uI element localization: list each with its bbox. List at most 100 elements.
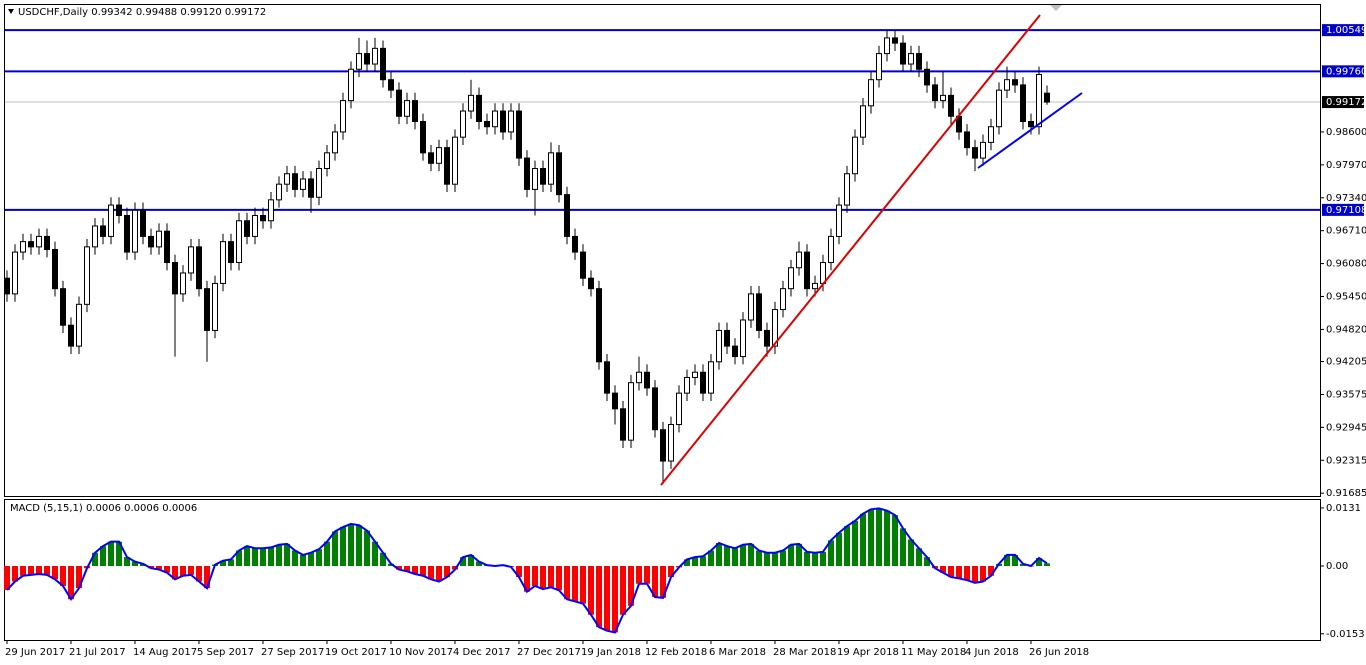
macd-bar	[1004, 554, 1010, 567]
macd-bar	[428, 566, 434, 580]
candle-body	[724, 329, 730, 347]
macd-bar	[844, 526, 850, 567]
candle-body	[732, 345, 738, 358]
candle-body	[484, 120, 490, 128]
y-tick-label: 0.00	[1326, 561, 1348, 572]
macd-bar	[468, 554, 474, 567]
macd-bar	[28, 566, 34, 575]
macd-bar	[836, 532, 842, 567]
macd-bar	[772, 552, 778, 567]
x-tick-label: 19 Jan 2018	[581, 647, 641, 658]
candle-body	[628, 382, 634, 441]
candle-body	[164, 230, 170, 264]
candle-body	[116, 204, 122, 217]
macd-bar	[156, 566, 162, 570]
macd-bar	[948, 566, 954, 578]
candle-body	[476, 94, 482, 122]
macd-bar	[900, 528, 906, 567]
candle-body	[44, 235, 50, 250]
candle-body	[236, 220, 242, 264]
macd-bar	[908, 539, 914, 567]
candle-body	[148, 235, 154, 248]
macd-bar	[940, 566, 946, 573]
candle-body	[932, 84, 938, 102]
macd-line	[6, 507, 1048, 634]
candle-body	[540, 168, 546, 185]
candle-body	[588, 277, 594, 290]
candle-body	[388, 79, 394, 91]
macd-bar	[516, 566, 522, 578]
x-tick-label: 26 Jun 2018	[1029, 647, 1089, 658]
x-tick-label: 5 Sep 2017	[197, 647, 254, 658]
macd-bar	[820, 551, 826, 567]
candle-body	[772, 309, 778, 347]
candle-body	[316, 168, 322, 198]
candle-body	[372, 47, 378, 65]
candle-body	[140, 209, 146, 237]
candle-body	[524, 157, 530, 190]
candle-body	[940, 94, 946, 102]
macd-bar	[628, 566, 634, 606]
candle-body	[876, 53, 882, 81]
macd-bar	[532, 566, 538, 586]
macd-bar	[36, 566, 42, 574]
macd-bar	[100, 546, 106, 567]
candle-body	[692, 371, 698, 378]
y-tick-label: 0.92945	[1326, 422, 1366, 433]
candle-body	[636, 371, 642, 384]
candle-body	[676, 392, 682, 425]
macd-bar	[556, 566, 562, 591]
macd-bar	[764, 552, 770, 567]
macd-bar	[620, 566, 626, 615]
candle-body	[1036, 73, 1042, 128]
candle-body	[220, 241, 226, 284]
macd-bar	[548, 566, 554, 588]
macd-bar	[332, 531, 338, 567]
candle-body	[332, 131, 338, 154]
candle-body	[756, 293, 762, 331]
x-tick-label: 14 Aug 2017	[133, 647, 197, 658]
candle-body	[460, 110, 466, 138]
x-tick-label: 4 Dec 2017	[453, 647, 511, 658]
macd-bar	[52, 566, 58, 580]
macd-bar	[876, 508, 882, 567]
candle-body	[84, 246, 90, 305]
macd-bar	[828, 540, 834, 567]
candle-body	[556, 152, 562, 196]
candle-body	[268, 199, 274, 222]
candle-body	[700, 371, 706, 394]
candle-body	[380, 47, 386, 81]
candle-body	[596, 288, 602, 363]
macd-bar	[420, 566, 426, 576]
candle-body	[500, 110, 506, 133]
candle-body	[60, 288, 66, 326]
candle-body	[172, 262, 178, 295]
x-tick-label: 10 Nov 2017	[389, 647, 453, 658]
macd-bar	[540, 566, 546, 590]
macd-bar	[316, 549, 322, 567]
macd-bar	[588, 566, 594, 615]
macd-bar	[20, 566, 26, 576]
candle-body	[796, 251, 802, 269]
candle-body	[404, 100, 410, 117]
candle-body	[716, 329, 722, 363]
candle-body	[300, 178, 306, 190]
level-label: 0.97108	[1326, 205, 1366, 216]
macd-bar	[572, 566, 578, 602]
macd-bar	[972, 566, 978, 583]
x-tick-label: 11 May 2018	[901, 647, 966, 658]
macd-bar	[404, 566, 410, 572]
y-tick-label: -0.0153	[1326, 629, 1365, 640]
macd-bar	[684, 559, 690, 567]
macd-bar	[308, 552, 314, 567]
macd-bar	[204, 566, 210, 589]
support-line	[977, 92, 1083, 169]
y-tick-label: 0.91685	[1326, 488, 1366, 499]
candle-body	[68, 324, 74, 347]
macd-bar	[852, 520, 858, 567]
candle-body	[132, 209, 138, 253]
macd-bar	[12, 566, 18, 582]
macd-bar	[660, 566, 666, 598]
candle-body	[908, 53, 914, 65]
